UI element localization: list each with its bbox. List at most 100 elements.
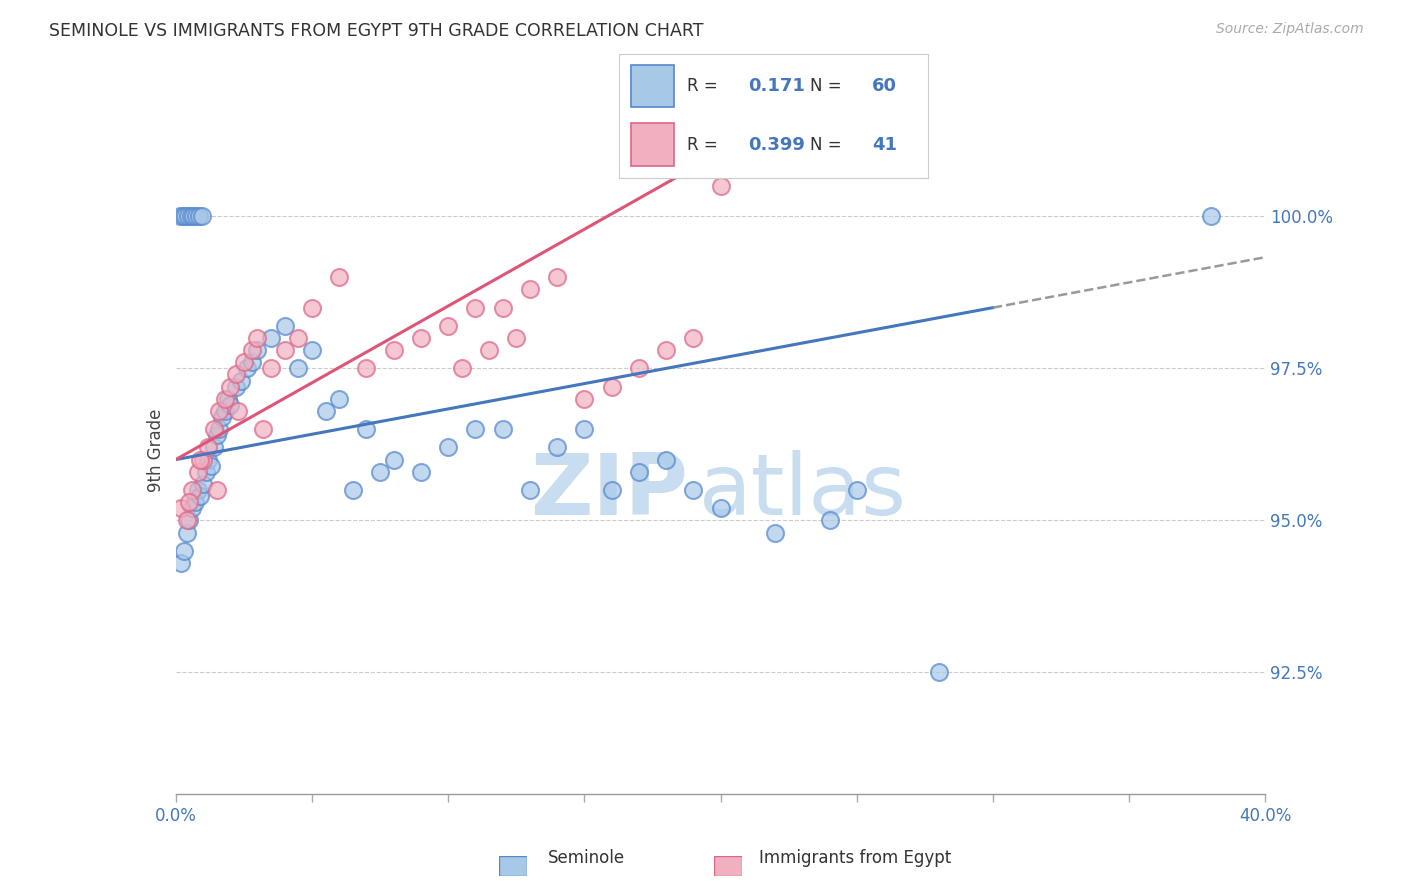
Point [710,179,733,194]
Text: SEMINOLE VS IMMIGRANTS FROM EGYPT 9TH GRADE CORRELATION CHART: SEMINOLE VS IMMIGRANTS FROM EGYPT 9TH GR… [49,22,704,40]
Point [260,361,283,376]
Point [492,422,515,436]
Point [356,422,378,436]
Point [845,483,868,497]
Point [190,210,212,224]
Point [546,270,568,285]
Point [240,343,263,358]
Point [197,452,219,467]
Point [228,404,250,418]
Point [186,465,209,479]
Point [382,452,405,467]
Point [211,410,233,425]
Text: N =: N = [810,77,848,95]
Point [202,441,225,455]
Point [202,422,225,436]
Point [519,483,541,497]
Point [342,483,364,497]
Point [274,318,297,333]
Point [208,404,231,418]
Point [179,513,201,527]
Text: Seminole: Seminole [548,849,626,867]
Point [252,422,274,436]
Point [655,452,678,467]
Point [574,392,596,406]
Point [186,483,209,497]
Bar [631,65,675,107]
Point [682,331,704,345]
Point [409,465,432,479]
Point [301,301,323,315]
Point [356,361,378,376]
Point [179,495,201,509]
Point [450,361,472,376]
Point [437,441,460,455]
Point [184,495,207,509]
Point [219,398,242,412]
Point [169,210,191,224]
Point [240,355,263,369]
Point [191,476,214,491]
Point [205,428,228,442]
Text: N =: N = [810,136,848,153]
Text: R =: R = [686,136,723,153]
Point [214,404,236,418]
Y-axis label: 9th Grade: 9th Grade [146,409,165,492]
Point [170,501,193,516]
Point [200,458,222,473]
Point [217,392,239,406]
Text: atlas: atlas [699,450,907,533]
Point [260,331,283,345]
Point [287,361,309,376]
Point [450,817,472,831]
Point [173,543,195,558]
Text: ZIP: ZIP [530,450,688,533]
Point [627,465,650,479]
Bar [631,123,675,166]
Point [274,343,297,358]
Point [505,331,527,345]
Point [492,301,515,315]
Point [246,331,269,345]
Point [225,368,247,382]
Point [600,483,623,497]
Point [315,404,337,418]
Text: Immigrants from Egypt: Immigrants from Egypt [759,849,952,867]
Point [231,374,253,388]
Point [214,392,236,406]
Point [235,361,257,376]
Point [478,343,501,358]
Text: 41: 41 [872,136,897,153]
Point [464,301,486,315]
Point [682,483,704,497]
Point [181,501,204,516]
Point [208,422,231,436]
Point [176,525,198,540]
Point [1199,210,1222,224]
Point [194,465,217,479]
Point [181,483,204,497]
Text: R =: R = [686,77,723,95]
Point [172,210,194,224]
Point [183,210,205,224]
Point [464,422,486,436]
Point [219,379,242,393]
Point [928,665,950,680]
Point [328,392,350,406]
Point [546,441,568,455]
Point [382,343,405,358]
Point [225,379,247,393]
Point [600,379,623,393]
Point [188,489,211,503]
Point [574,422,596,436]
Text: 0.399: 0.399 [748,136,806,153]
Point [627,361,650,376]
Text: 60: 60 [872,77,897,95]
Point [409,331,432,345]
Point [170,556,193,570]
Point [176,513,198,527]
Point [655,343,678,358]
Point [180,210,202,224]
Point [287,331,309,345]
Point [328,270,350,285]
